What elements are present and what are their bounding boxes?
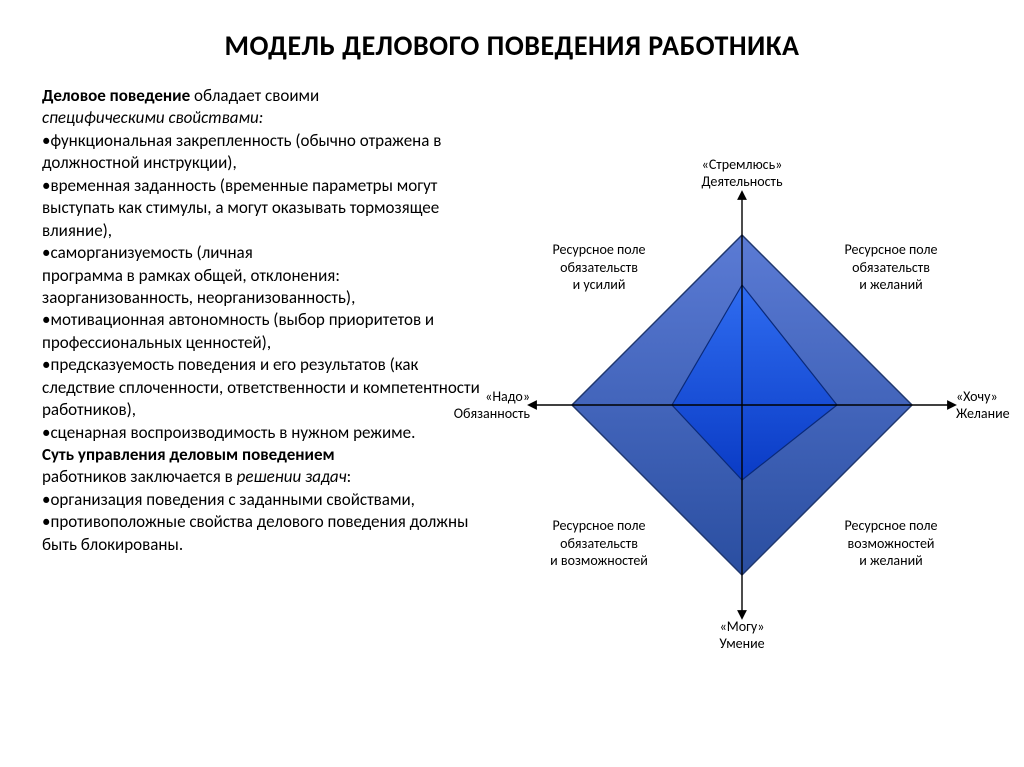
bullet: •противоположные свойства делового повед…: [42, 511, 482, 556]
text-column: Деловое поведение обладает своими специф…: [42, 85, 482, 556]
bullet: •сценарная воспроизводимость в нужном ре…: [42, 422, 482, 444]
quadrant-label-bl: Ресурсное полеобязательстви возможностей: [534, 517, 664, 570]
bullet: •функциональная закрепленность (обычно о…: [42, 130, 482, 175]
lead-bold: Деловое поведение: [42, 85, 194, 106]
content-row: Деловое поведение обладает своими специф…: [0, 63, 1024, 556]
axis-label-bottom: «Могу»Умение: [682, 619, 802, 653]
page-title: МОДЕЛЬ ДЕЛОВОГО ПОВЕДЕНИЯ РАБОТНИКА: [0, 0, 1024, 63]
axis-label-right: «Хочу»Желание: [956, 389, 1010, 423]
diagram-column: «Стремлюсь»Деятельность «Хочу»Желание «М…: [482, 85, 996, 556]
quadrant-label-tl: Ресурсное полеобязательстви усилий: [534, 241, 664, 294]
lead-line: Деловое поведение обладает своими: [42, 85, 482, 107]
axis-label-top: «Стремлюсь»Деятельность: [682, 157, 802, 191]
essence-a: работников заключается в: [42, 466, 237, 487]
bullet: •мотивационная автономность (выбор приор…: [42, 309, 482, 354]
quadrant-label-tr: Ресурсное полеобязательстви желаний: [826, 241, 956, 294]
essence-b: :: [347, 466, 352, 487]
bullet: •организация поведения с заданными свойс…: [42, 489, 482, 511]
lead-rest: обладает своими: [194, 85, 319, 106]
lead-italic: специфическими свойствами:: [42, 107, 482, 129]
bullet: программа в рамках общей, отклонения: за…: [42, 265, 482, 310]
axis-label-left: «Надо»Обязанность: [436, 389, 530, 423]
essence-italic: решении задач: [237, 466, 347, 487]
bullet: •временная заданность (временные парамет…: [42, 175, 482, 242]
quadrant-label-br: Ресурсное полевозможностейи желаний: [826, 517, 956, 570]
bullet: •саморганизуемость (личная: [42, 242, 482, 264]
bullet: •предсказуемость поведения и его результ…: [42, 354, 482, 421]
essence-bold: Суть управления деловым поведением: [42, 444, 482, 466]
essence-line: работников заключается в решении задач:: [42, 466, 482, 488]
